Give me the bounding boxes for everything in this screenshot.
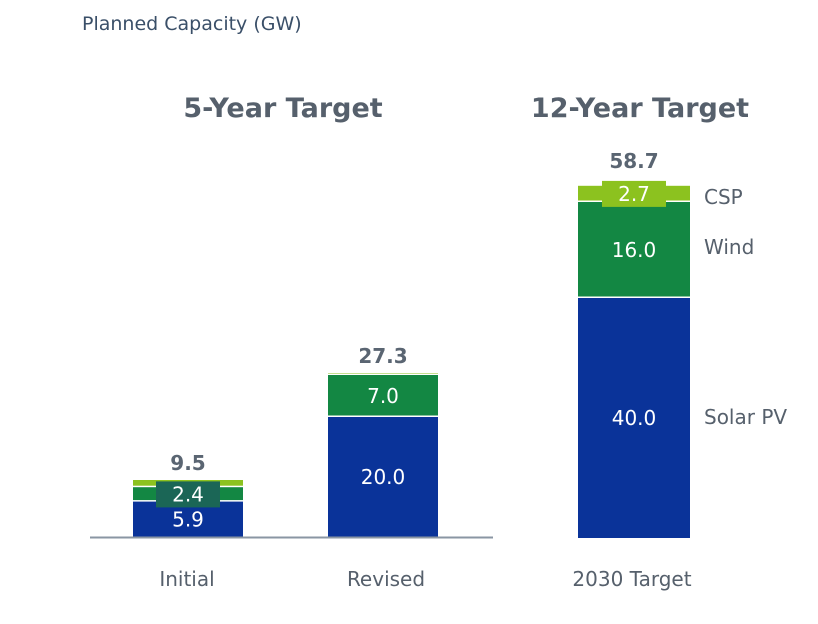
data-label-csp-2030-target: 2.7 xyxy=(618,182,650,206)
category-label-initial: Initial xyxy=(159,567,214,591)
total-label-revised: 27.3 xyxy=(358,344,407,368)
bar-segment-csp-revised xyxy=(328,373,438,374)
total-label-2030-target: 58.7 xyxy=(609,149,658,173)
legend-label-wind: Wind xyxy=(704,235,754,259)
bar-segment-wind-revised xyxy=(328,375,438,416)
bar-segment-solar-pv-initial xyxy=(133,501,243,537)
data-label-wind-revised: 7.0 xyxy=(367,384,399,408)
legend-label-csp: CSP xyxy=(704,185,743,209)
legend-label-solar-pv: Solar PV xyxy=(704,405,787,429)
bar-segment-wind-2030-target xyxy=(578,202,690,297)
data-label-solar-pv-2030-target: 40.0 xyxy=(612,406,657,430)
bar-segment-solar-pv-revised xyxy=(328,417,438,537)
data-label-wind-initial: 2.4 xyxy=(172,482,204,506)
bar-segment-solar-pv-2030-target xyxy=(578,298,690,538)
data-label-box-wind-initial xyxy=(156,481,220,508)
total-label-initial: 9.5 xyxy=(170,451,205,475)
bars-layer: 5.92.4 9.5 20.0 7.0 27.3 40.0 16.0 2.7 58.7 xyxy=(133,149,690,538)
category-label-revised: Revised xyxy=(347,567,425,591)
chart-title: Planned Capacity (GW) xyxy=(82,13,302,35)
group-title-12-year: 12-Year Target xyxy=(531,93,749,124)
data-label-solar-pv-initial: 5.9 xyxy=(172,507,204,531)
data-label-wind-2030-target: 16.0 xyxy=(612,238,657,262)
data-label-solar-pv-revised: 20.0 xyxy=(361,465,406,489)
data-label-box-csp-2030-target xyxy=(602,180,666,207)
group-title-5-year: 5-Year Target xyxy=(183,93,382,124)
category-label-2030-target: 2030 Target xyxy=(572,567,691,591)
